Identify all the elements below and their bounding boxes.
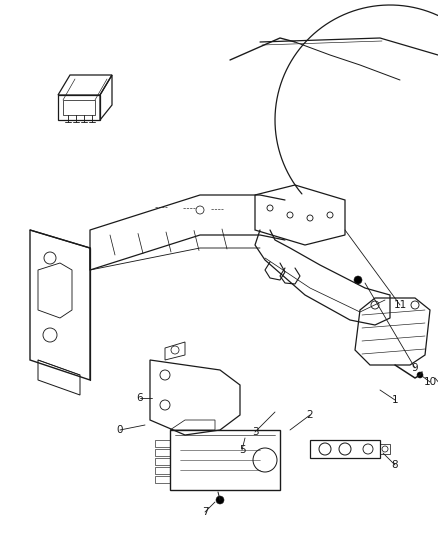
Text: 3: 3	[252, 427, 258, 437]
Circle shape	[354, 276, 362, 284]
Text: 11: 11	[393, 300, 406, 310]
Text: 8: 8	[392, 460, 398, 470]
Circle shape	[216, 496, 224, 504]
Text: 0: 0	[117, 425, 123, 435]
Text: 10: 10	[424, 377, 437, 387]
Text: 5: 5	[239, 445, 245, 455]
Text: 1: 1	[392, 395, 398, 405]
Text: 9: 9	[412, 363, 418, 373]
Text: 6: 6	[137, 393, 143, 403]
Circle shape	[417, 372, 423, 378]
Text: 2: 2	[307, 410, 313, 420]
Text: 7: 7	[201, 507, 208, 517]
